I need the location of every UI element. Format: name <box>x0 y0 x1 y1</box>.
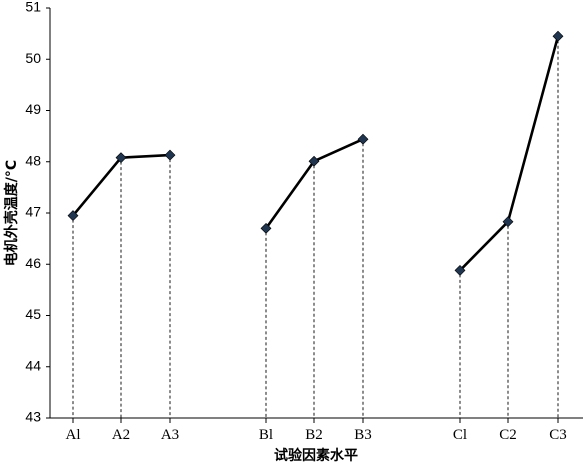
data-point-marker <box>308 155 320 167</box>
y-tick-label: 51 <box>25 0 41 15</box>
drop-lines <box>72 40 559 418</box>
x-tick-label: B3 <box>354 427 372 443</box>
y-axis-title: 电机外壳温度/°C <box>3 160 20 266</box>
series-line-group-3 <box>459 35 560 272</box>
x-tick-label: Bl <box>259 427 273 443</box>
x-tick-label: Cl <box>453 427 467 443</box>
x-ticks: Al A2 A3 Bl B2 B3 Cl C2 C3 <box>66 418 567 443</box>
y-ticks: 43 44 45 46 47 48 49 50 51 <box>25 0 50 425</box>
y-tick-label: 47 <box>25 204 41 220</box>
data-point-marker <box>502 216 514 228</box>
y-tick-label: 49 <box>25 101 41 117</box>
data-point-marker <box>115 152 127 164</box>
series-lines <box>71 35 560 272</box>
x-tick-label: A2 <box>112 427 130 443</box>
y-tick-label: 43 <box>25 409 41 425</box>
x-axis-title: 试验因素水平 <box>274 447 358 464</box>
x-tick-label: Al <box>66 427 81 443</box>
y-tick-label: 44 <box>25 357 41 373</box>
y-tick-label: 45 <box>25 306 41 322</box>
axes <box>49 8 583 419</box>
y-tick-label: 46 <box>25 255 41 271</box>
data-point-marker <box>67 210 79 221</box>
y-tick-label: 48 <box>25 152 41 168</box>
data-point-marker <box>357 133 369 145</box>
x-tick-label: A3 <box>161 427 179 443</box>
data-point-marker <box>260 222 272 234</box>
series-line-group-1 <box>71 153 171 217</box>
data-point-marker <box>454 264 466 276</box>
x-tick-label: B2 <box>305 427 323 443</box>
x-tick-label: C3 <box>549 427 567 443</box>
data-markers <box>67 30 564 276</box>
data-point-marker <box>552 30 564 42</box>
x-tick-label: C2 <box>499 427 517 443</box>
y-tick-label: 50 <box>25 50 41 66</box>
series-line-group-2 <box>264 138 364 230</box>
data-point-marker <box>164 149 176 161</box>
